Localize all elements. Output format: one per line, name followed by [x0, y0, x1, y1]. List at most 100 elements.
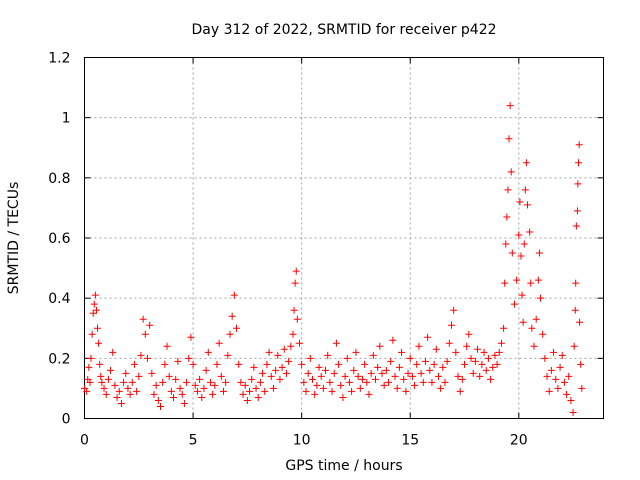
x-tick-label: 20	[510, 433, 528, 449]
data-point	[319, 384, 327, 392]
data-point	[465, 330, 473, 338]
x-tick-label: 15	[401, 433, 419, 449]
data-point	[219, 387, 227, 395]
data-point	[560, 378, 568, 386]
data-point	[532, 315, 540, 323]
data-point	[150, 390, 158, 398]
data-point	[130, 360, 138, 368]
y-tick-label: 0.4	[48, 291, 70, 307]
x-tick-label: 10	[293, 433, 311, 449]
data-point	[484, 354, 492, 362]
data-point	[518, 291, 526, 299]
data-point	[406, 354, 414, 362]
data-point	[215, 339, 223, 347]
data-point	[408, 372, 416, 380]
data-point	[291, 279, 299, 287]
data-point	[159, 378, 167, 386]
data-point	[380, 381, 388, 389]
data-point	[241, 381, 249, 389]
data-point	[213, 360, 221, 368]
y-tick-label: 1	[62, 111, 71, 127]
data-point	[521, 186, 529, 194]
data-point	[497, 339, 505, 347]
data-point	[209, 390, 217, 398]
data-point	[304, 369, 312, 377]
data-point	[122, 369, 130, 377]
data-point	[256, 378, 264, 386]
data-point	[478, 360, 486, 368]
data-point	[135, 372, 143, 380]
data-point	[124, 384, 132, 392]
data-point	[100, 384, 108, 392]
data-point	[239, 390, 247, 398]
data-point	[157, 402, 165, 410]
data-point	[417, 369, 425, 377]
data-point	[539, 330, 547, 338]
data-point	[235, 360, 243, 368]
data-point	[85, 363, 93, 371]
data-point	[501, 279, 509, 287]
x-axis-title: GPS time / hours	[285, 458, 402, 474]
data-point	[570, 342, 578, 350]
data-point	[395, 363, 403, 371]
data-point	[137, 351, 145, 359]
data-point	[170, 393, 178, 401]
data-point	[482, 366, 490, 374]
data-point	[107, 366, 115, 374]
data-point	[128, 378, 136, 386]
data-point	[437, 384, 445, 392]
data-point	[293, 315, 301, 323]
data-point	[382, 366, 390, 374]
data-point	[265, 348, 273, 356]
data-point	[432, 345, 440, 353]
data-point	[458, 375, 466, 383]
data-point	[575, 159, 583, 167]
data-point	[198, 393, 206, 401]
data-point	[117, 399, 125, 407]
data-point	[337, 381, 345, 389]
data-point	[300, 378, 308, 386]
data-point	[252, 384, 260, 392]
data-point	[141, 330, 149, 338]
data-point	[287, 342, 295, 350]
data-point	[550, 348, 558, 356]
data-point	[226, 330, 234, 338]
data-point	[506, 102, 514, 110]
data-point	[356, 384, 364, 392]
data-point	[120, 378, 128, 386]
data-point	[246, 387, 254, 395]
data-point	[324, 351, 332, 359]
data-point	[115, 387, 123, 395]
data-point	[345, 378, 353, 386]
data-point	[339, 393, 347, 401]
data-point	[365, 390, 373, 398]
data-point	[148, 369, 156, 377]
data-point	[154, 396, 162, 404]
data-point	[402, 387, 410, 395]
data-point	[341, 372, 349, 380]
data-point	[574, 180, 582, 188]
data-point	[411, 381, 419, 389]
data-point	[456, 387, 464, 395]
data-point	[378, 369, 386, 377]
data-point	[537, 294, 545, 302]
data-point	[313, 381, 321, 389]
data-point	[139, 315, 147, 323]
data-point	[292, 267, 300, 275]
data-point	[306, 354, 314, 362]
data-point	[495, 348, 503, 356]
data-point	[385, 378, 393, 386]
data-point	[450, 306, 458, 314]
data-point	[520, 240, 528, 248]
data-point	[389, 336, 397, 344]
data-point	[513, 276, 521, 284]
data-point	[96, 360, 104, 368]
data-point	[88, 330, 96, 338]
data-point	[285, 357, 293, 365]
data-point	[576, 318, 584, 326]
data-point	[191, 381, 199, 389]
data-point	[104, 375, 112, 383]
data-point	[567, 396, 575, 404]
data-point	[111, 381, 119, 389]
